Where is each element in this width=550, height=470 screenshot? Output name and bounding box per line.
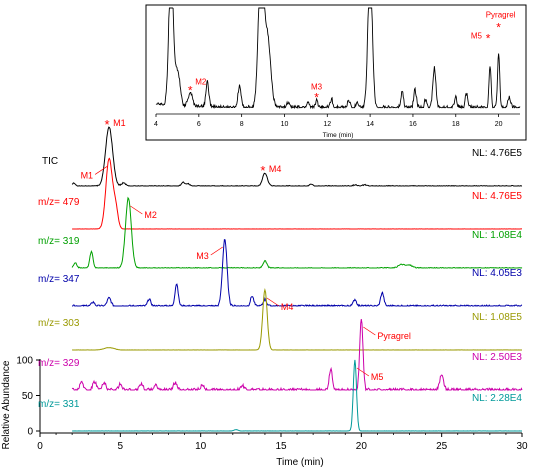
inset-x-tick-label: 18 [452,121,460,128]
peak-label-M1: M1 [81,170,94,180]
inset-x-title: Time (min) [323,132,354,139]
peak-leader [130,205,143,215]
y-tick-label: 50 [22,391,34,402]
inset-x-tick-label: 20 [495,121,503,128]
peak-star: * [260,163,265,178]
series-nl-mz329: NL: 2.50E3 [472,352,522,363]
series-nl-mz479: NL: 4.76E5 [472,191,522,202]
peak-leader [210,246,223,256]
x-tick-label: 15 [275,441,287,452]
x-tick-label: 0 [37,441,43,452]
y-tick-label: 0 [27,427,33,438]
peak-leader [356,367,370,377]
series-label-mz479: m/z= 479 [38,197,80,208]
inset-x-tick-label: 12 [323,121,331,128]
inset-peak-star: * [314,90,319,104]
inset-peak-label-M2: M2 [195,77,207,86]
inset-peak-star: * [496,21,501,35]
inset-peak-label-Pyragrel: Pyragrel [486,11,516,20]
series-label-mz331: m/z= 331 [38,399,80,410]
x-tick-label: 20 [356,441,368,452]
x-tick-label: 30 [516,441,528,452]
x-tick-label: 10 [195,441,207,452]
peak-star: * [105,117,110,132]
series-label-mz319: m/z= 319 [38,236,80,247]
peak-label-M4: M4 [269,164,282,174]
series-trace-mz329 [71,319,523,392]
y-tick-label: 100 [16,356,33,367]
series-label-mz329: m/z= 329 [38,358,80,369]
y-axis-title: Relative Abundance [1,360,12,449]
series-trace-mz479 [72,157,522,230]
series-nl-mz303: NL: 1.08E5 [472,312,522,323]
series-trace-mz347 [72,239,523,308]
peak-label-M2: M2 [144,210,157,220]
inset-peak-label-M3: M3 [311,82,323,91]
inset-peak-star: * [188,83,193,97]
peak-leader [363,326,376,336]
inset-x-tick-label: 4 [154,121,158,128]
series-nl-mz331: NL: 2.28E4 [472,393,522,404]
peak-label-M1: M1 [113,118,126,128]
x-tick-label: 25 [436,441,448,452]
inset-x-tick-label: 16 [409,121,417,128]
series-nl-tic: NL: 4.76E5 [472,148,522,159]
series-nl-mz319: NL: 1.08E4 [472,230,522,241]
series-trace-mz303 [72,287,522,351]
peak-label-M4: M4 [281,302,294,312]
inset-trace [155,7,521,110]
series-trace-mz319 [71,196,523,269]
peak-leader [94,166,108,175]
peak-label-Pyragrel: Pyragrel [377,331,411,341]
series-label-mz303: m/z= 303 [38,318,80,329]
series-label-mz347: m/z= 347 [38,274,80,285]
series-trace-mz331 [72,359,522,432]
inset-x-tick-label: 8 [240,121,244,128]
x-tick-label: 5 [118,441,124,452]
peak-label-M5: M5 [371,372,384,382]
peak-label-M3: M3 [196,251,209,261]
inset-x-tick-label: 14 [366,121,374,128]
inset-frame [145,4,527,141]
series-nl-mz347: NL: 4.05E3 [472,268,522,279]
series-label-tic: TIC [42,156,58,167]
x-axis-title: Time (min) [276,457,323,468]
inset-peak-label-M5: M5 [471,31,483,40]
inset-x-tick-label: 6 [197,121,201,128]
inset-peak-star: * [486,31,491,45]
peak-leader [266,297,280,307]
inset-x-tick-label: 10 [281,121,289,128]
series-trace-tic [71,126,523,187]
